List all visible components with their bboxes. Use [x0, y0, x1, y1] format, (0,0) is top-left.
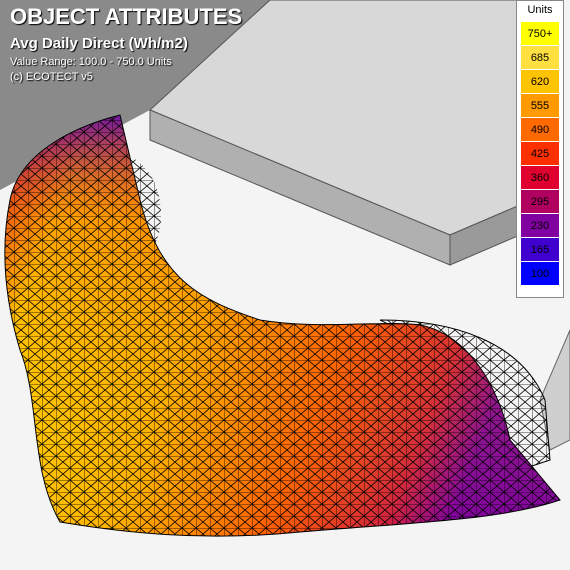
legend-item: 685 [521, 45, 559, 69]
legend: Units 750+ 685 620 555 490 425 360 295 230 165 100 [516, 0, 564, 298]
overlay-title: OBJECT ATTRIBUTES [10, 4, 243, 29]
legend-item: 620 [521, 69, 559, 93]
legend-item: 360 [521, 165, 559, 189]
legend-item: 230 [521, 213, 559, 237]
legend-item: 750+ [521, 21, 559, 45]
overlay-subtitle: Avg Daily Direct (Wh/m2) [10, 35, 188, 52]
legend-item: 425 [521, 141, 559, 165]
legend-item: 100 [521, 261, 559, 285]
surface-mesh [4, 114, 561, 537]
overlay-credit: (c) ECOTECT v5 [10, 71, 93, 83]
legend-item: 555 [521, 93, 559, 117]
legend-item: 295 [521, 189, 559, 213]
overlay-range: Value Range: 100.0 - 750.0 Units [10, 56, 172, 68]
legend-item: 165 [521, 237, 559, 261]
legend-item: 490 [521, 117, 559, 141]
legend-title: Units [527, 4, 553, 16]
